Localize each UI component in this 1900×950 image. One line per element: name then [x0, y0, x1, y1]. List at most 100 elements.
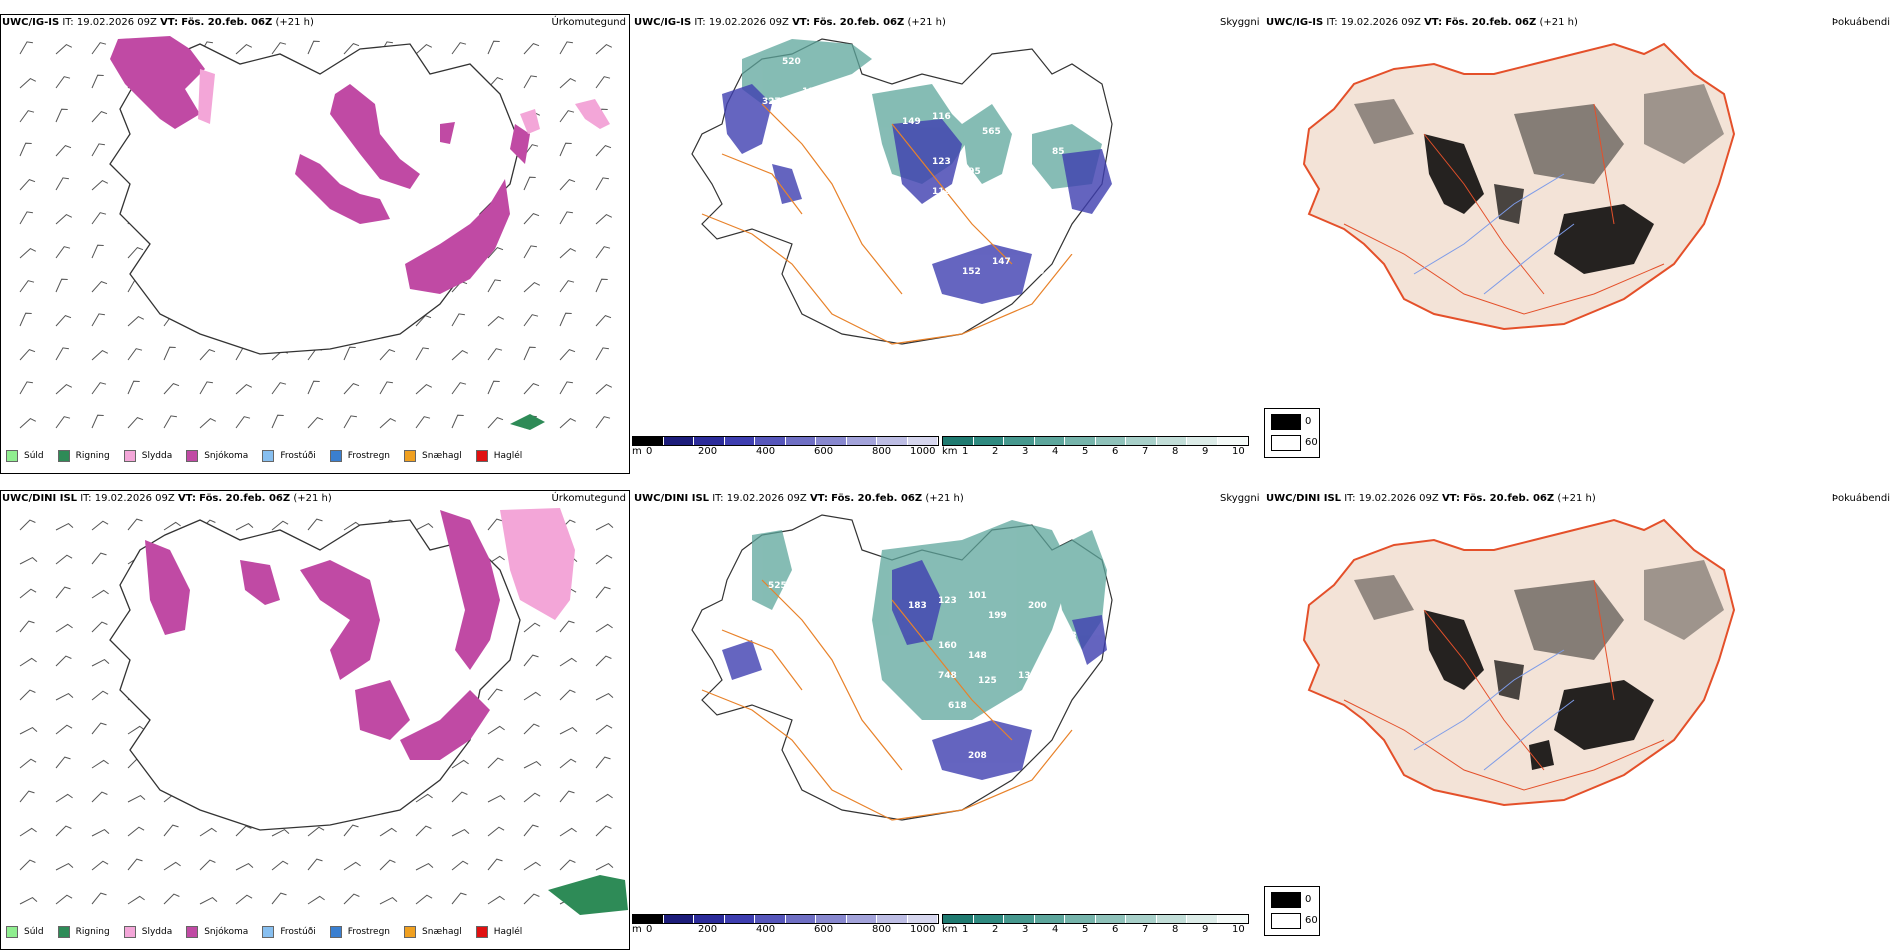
legend-label: Snjókoma	[204, 927, 249, 937]
visibility-panel-ig: 520 188 327 291 218 106 149 116 97 565 157 85 123 195…	[632, 14, 1262, 474]
wind-barb	[415, 522, 434, 531]
visibility-colorbar: km 1 2 3 4 5 6 7 8 9 10	[942, 914, 1249, 935]
wind-barb	[307, 895, 325, 905]
swatch-drizzle	[6, 450, 18, 462]
swatch-rain	[57, 450, 70, 462]
cloud-base-label: 138	[1018, 671, 1037, 681]
wind-barb	[343, 861, 361, 871]
wind-barb	[91, 244, 104, 259]
colorbar-cell	[1034, 915, 1065, 923]
wind-barb	[451, 791, 468, 803]
wind-barb	[271, 860, 289, 871]
sleet-areas	[500, 508, 575, 620]
swatch-hail	[475, 450, 488, 462]
cloud-base-label: 148	[968, 651, 987, 661]
colorbar-cell	[846, 915, 877, 923]
wind-barb	[55, 315, 72, 327]
wind-barb	[451, 414, 464, 429]
colorbar-tick: 5	[1082, 924, 1089, 935]
wind-barb	[163, 383, 180, 395]
wind-barb	[487, 725, 505, 735]
wind-barb	[595, 246, 611, 259]
colorbar-cell	[943, 915, 974, 923]
wind-barb	[19, 349, 36, 361]
colorbar-cells	[632, 436, 939, 446]
cloud-base-label: 85	[1052, 147, 1065, 157]
panel-type-label: Úrkomutegund	[551, 17, 626, 28]
wind-barb	[127, 794, 146, 803]
wind-barb	[487, 316, 505, 327]
legend-label: Rigning	[75, 451, 110, 461]
wind-barb	[307, 858, 323, 871]
wind-barb	[19, 726, 38, 735]
colorbar-cells	[942, 914, 1249, 924]
swatch-freezing-rain	[329, 450, 342, 462]
wind-barb	[379, 859, 396, 871]
wind-barb	[451, 828, 470, 837]
panel-title: UWC/IG-IS IT: 19.02.2026 09Z VT: Fös. 20…	[1266, 17, 1578, 28]
colorbar-tick: 1000	[910, 446, 936, 457]
wind-barb	[595, 793, 613, 803]
cloud-base-colorbar: m 0 200 400 600 800 1000	[632, 914, 939, 935]
colorbar-tick: 800	[872, 446, 892, 457]
wind-barb	[163, 521, 181, 531]
legend-label: Súld	[24, 451, 44, 461]
cloud-base-label: 146	[972, 192, 991, 202]
wind-barb	[271, 520, 289, 531]
wind-barb	[19, 142, 32, 157]
wind-barb	[595, 44, 613, 55]
precip-map-ig	[19, 36, 613, 430]
wind-barb	[379, 896, 398, 905]
cloud-base-label: 166	[1062, 247, 1081, 257]
panel-title: UWC/IG-IS IT: 19.02.2026 09Z VT: Fös. 20…	[2, 17, 314, 28]
cloud-base-label: 200	[1028, 601, 1047, 611]
colorbar-unit: m	[632, 446, 642, 457]
colorbar-tick: 9	[1202, 924, 1209, 935]
colorbar-tick: 200	[698, 924, 718, 935]
wind-barb	[343, 415, 357, 429]
wind-barb	[595, 623, 613, 633]
legend-label: Slydda	[141, 451, 173, 461]
wind-barb	[343, 346, 356, 361]
fog-swatch-light	[1271, 913, 1301, 929]
colorbar-tick: 10	[1232, 924, 1245, 935]
wind-barb	[19, 110, 35, 123]
colorbar-cell	[1126, 437, 1157, 445]
wind-barb	[559, 41, 573, 55]
wind-barb	[559, 418, 577, 429]
colorbar-tick: 1000	[910, 924, 936, 935]
wind-barb	[55, 177, 69, 191]
wind-barb	[199, 349, 216, 361]
cloud-base-label: 133	[1002, 217, 1021, 227]
wind-barb	[523, 346, 536, 361]
wind-barb	[19, 896, 38, 905]
wind-barb	[55, 44, 73, 55]
cloud-base-labels: 520 188 327 291 218 106 149 116 97 565 157 85 123 195…	[762, 57, 1081, 277]
wind-barb	[523, 792, 541, 803]
colorbar-tick: 200	[698, 446, 718, 457]
panel-title: UWC/IG-IS IT: 19.02.2026 09Z VT: Fös. 20…	[634, 17, 946, 28]
cloud-base-label: 327	[762, 97, 781, 107]
wind-barb	[415, 347, 429, 361]
wind-barb	[523, 824, 539, 837]
rain-area	[510, 414, 545, 430]
wind-barb	[487, 826, 505, 837]
iceland-land	[1302, 42, 1736, 331]
colorbar-cell	[1217, 437, 1248, 445]
colorbar-cell	[724, 437, 755, 445]
river-network	[1413, 649, 1575, 771]
colorbar-unit: km	[942, 446, 958, 457]
fog-areas	[1354, 84, 1724, 274]
legend-label: Rigning	[75, 927, 110, 937]
wind-barb	[55, 862, 74, 871]
cloud-base-label: 218	[817, 122, 836, 132]
wind-barb	[559, 758, 577, 769]
wind-barb	[19, 248, 37, 259]
colorbar-tick: 0	[646, 924, 653, 935]
wind-barb	[559, 620, 575, 633]
legend-label: Slydda	[141, 927, 173, 937]
wind-barb	[55, 793, 73, 803]
wind-barb	[595, 347, 609, 361]
wind-barb	[307, 417, 324, 429]
colorbar-cell	[816, 437, 847, 445]
